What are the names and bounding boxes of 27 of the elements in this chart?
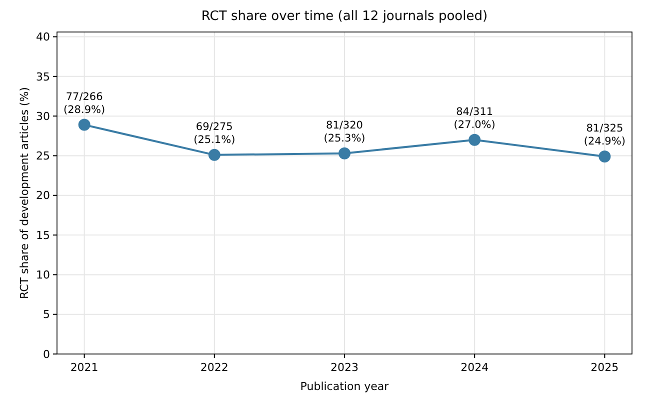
data-label: 81/325 (24.9%) [584, 122, 626, 148]
data-label: 69/275 (25.1%) [194, 120, 236, 146]
x-tick-label: 2021 [70, 361, 98, 374]
point [78, 118, 90, 131]
y-tick-label: 25 [36, 150, 50, 163]
x-tick-label: 2024 [460, 361, 489, 374]
point [598, 150, 611, 163]
x-tick-label: 2025 [590, 361, 619, 374]
y-tick-label: 5 [43, 308, 50, 322]
y-axis-title: RCT share of development articles (%) [18, 87, 31, 299]
x-axis-title: Publication year [300, 380, 390, 393]
y-tick-label: 15 [36, 228, 50, 242]
x-tick-label: 2022 [200, 361, 228, 374]
data-label: 77/266 (28.9%) [64, 90, 106, 116]
point [208, 148, 220, 161]
point [338, 147, 350, 160]
x-tick-label: 2023 [330, 361, 358, 374]
y-tick-label: 0 [43, 348, 50, 361]
y-tick-label: 35 [36, 70, 50, 84]
data-label: 81/320 (25.3%) [324, 119, 366, 144]
point [468, 134, 481, 146]
y-tick-label: 20 [36, 189, 50, 202]
y-tick-label: 30 [36, 110, 50, 123]
y-tick-label: 10 [36, 268, 50, 282]
y-tick-label: 40 [36, 30, 50, 44]
chart-title: RCT share over time (all 12 journals pooled) [201, 9, 488, 24]
data-label: 84/311 (27.0%) [454, 106, 496, 131]
